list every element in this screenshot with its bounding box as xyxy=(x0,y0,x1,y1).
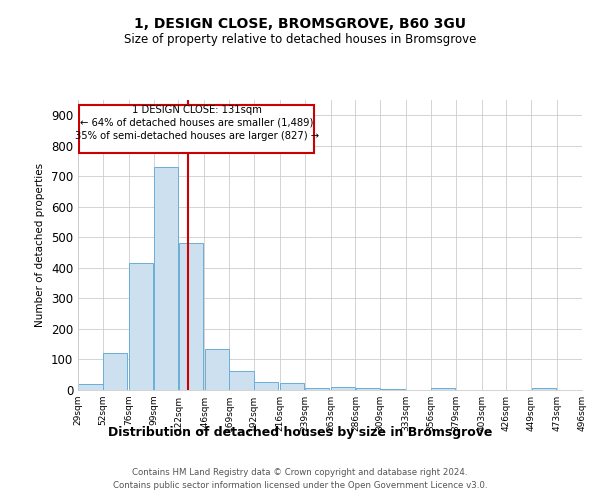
Bar xyxy=(280,384,304,390)
Bar xyxy=(305,388,329,390)
Bar xyxy=(103,353,127,390)
Bar xyxy=(79,104,314,154)
Text: Contains public sector information licensed under the Open Government Licence v3: Contains public sector information licen… xyxy=(113,480,487,490)
Text: 1, DESIGN CLOSE, BROMSGROVE, B60 3GU: 1, DESIGN CLOSE, BROMSGROVE, B60 3GU xyxy=(134,18,466,32)
Bar xyxy=(129,264,153,390)
Text: ← 64% of detached houses are smaller (1,489): ← 64% of detached houses are smaller (1,… xyxy=(80,118,313,128)
Text: Contains HM Land Registry data © Crown copyright and database right 2024.: Contains HM Land Registry data © Crown c… xyxy=(132,468,468,477)
Bar xyxy=(356,388,380,390)
Bar xyxy=(254,382,278,390)
Bar xyxy=(532,388,556,390)
Text: 35% of semi-detached houses are larger (827) →: 35% of semi-detached houses are larger (… xyxy=(74,130,319,140)
Bar xyxy=(229,371,254,390)
Bar xyxy=(331,388,355,390)
Bar xyxy=(154,167,178,390)
Text: 1 DESIGN CLOSE: 131sqm: 1 DESIGN CLOSE: 131sqm xyxy=(132,106,262,116)
Bar xyxy=(431,388,455,390)
Bar xyxy=(78,384,103,390)
Bar xyxy=(179,243,203,390)
Text: Size of property relative to detached houses in Bromsgrove: Size of property relative to detached ho… xyxy=(124,32,476,46)
Y-axis label: Number of detached properties: Number of detached properties xyxy=(35,163,46,327)
Text: Distribution of detached houses by size in Bromsgrove: Distribution of detached houses by size … xyxy=(108,426,492,439)
Bar xyxy=(205,350,229,390)
